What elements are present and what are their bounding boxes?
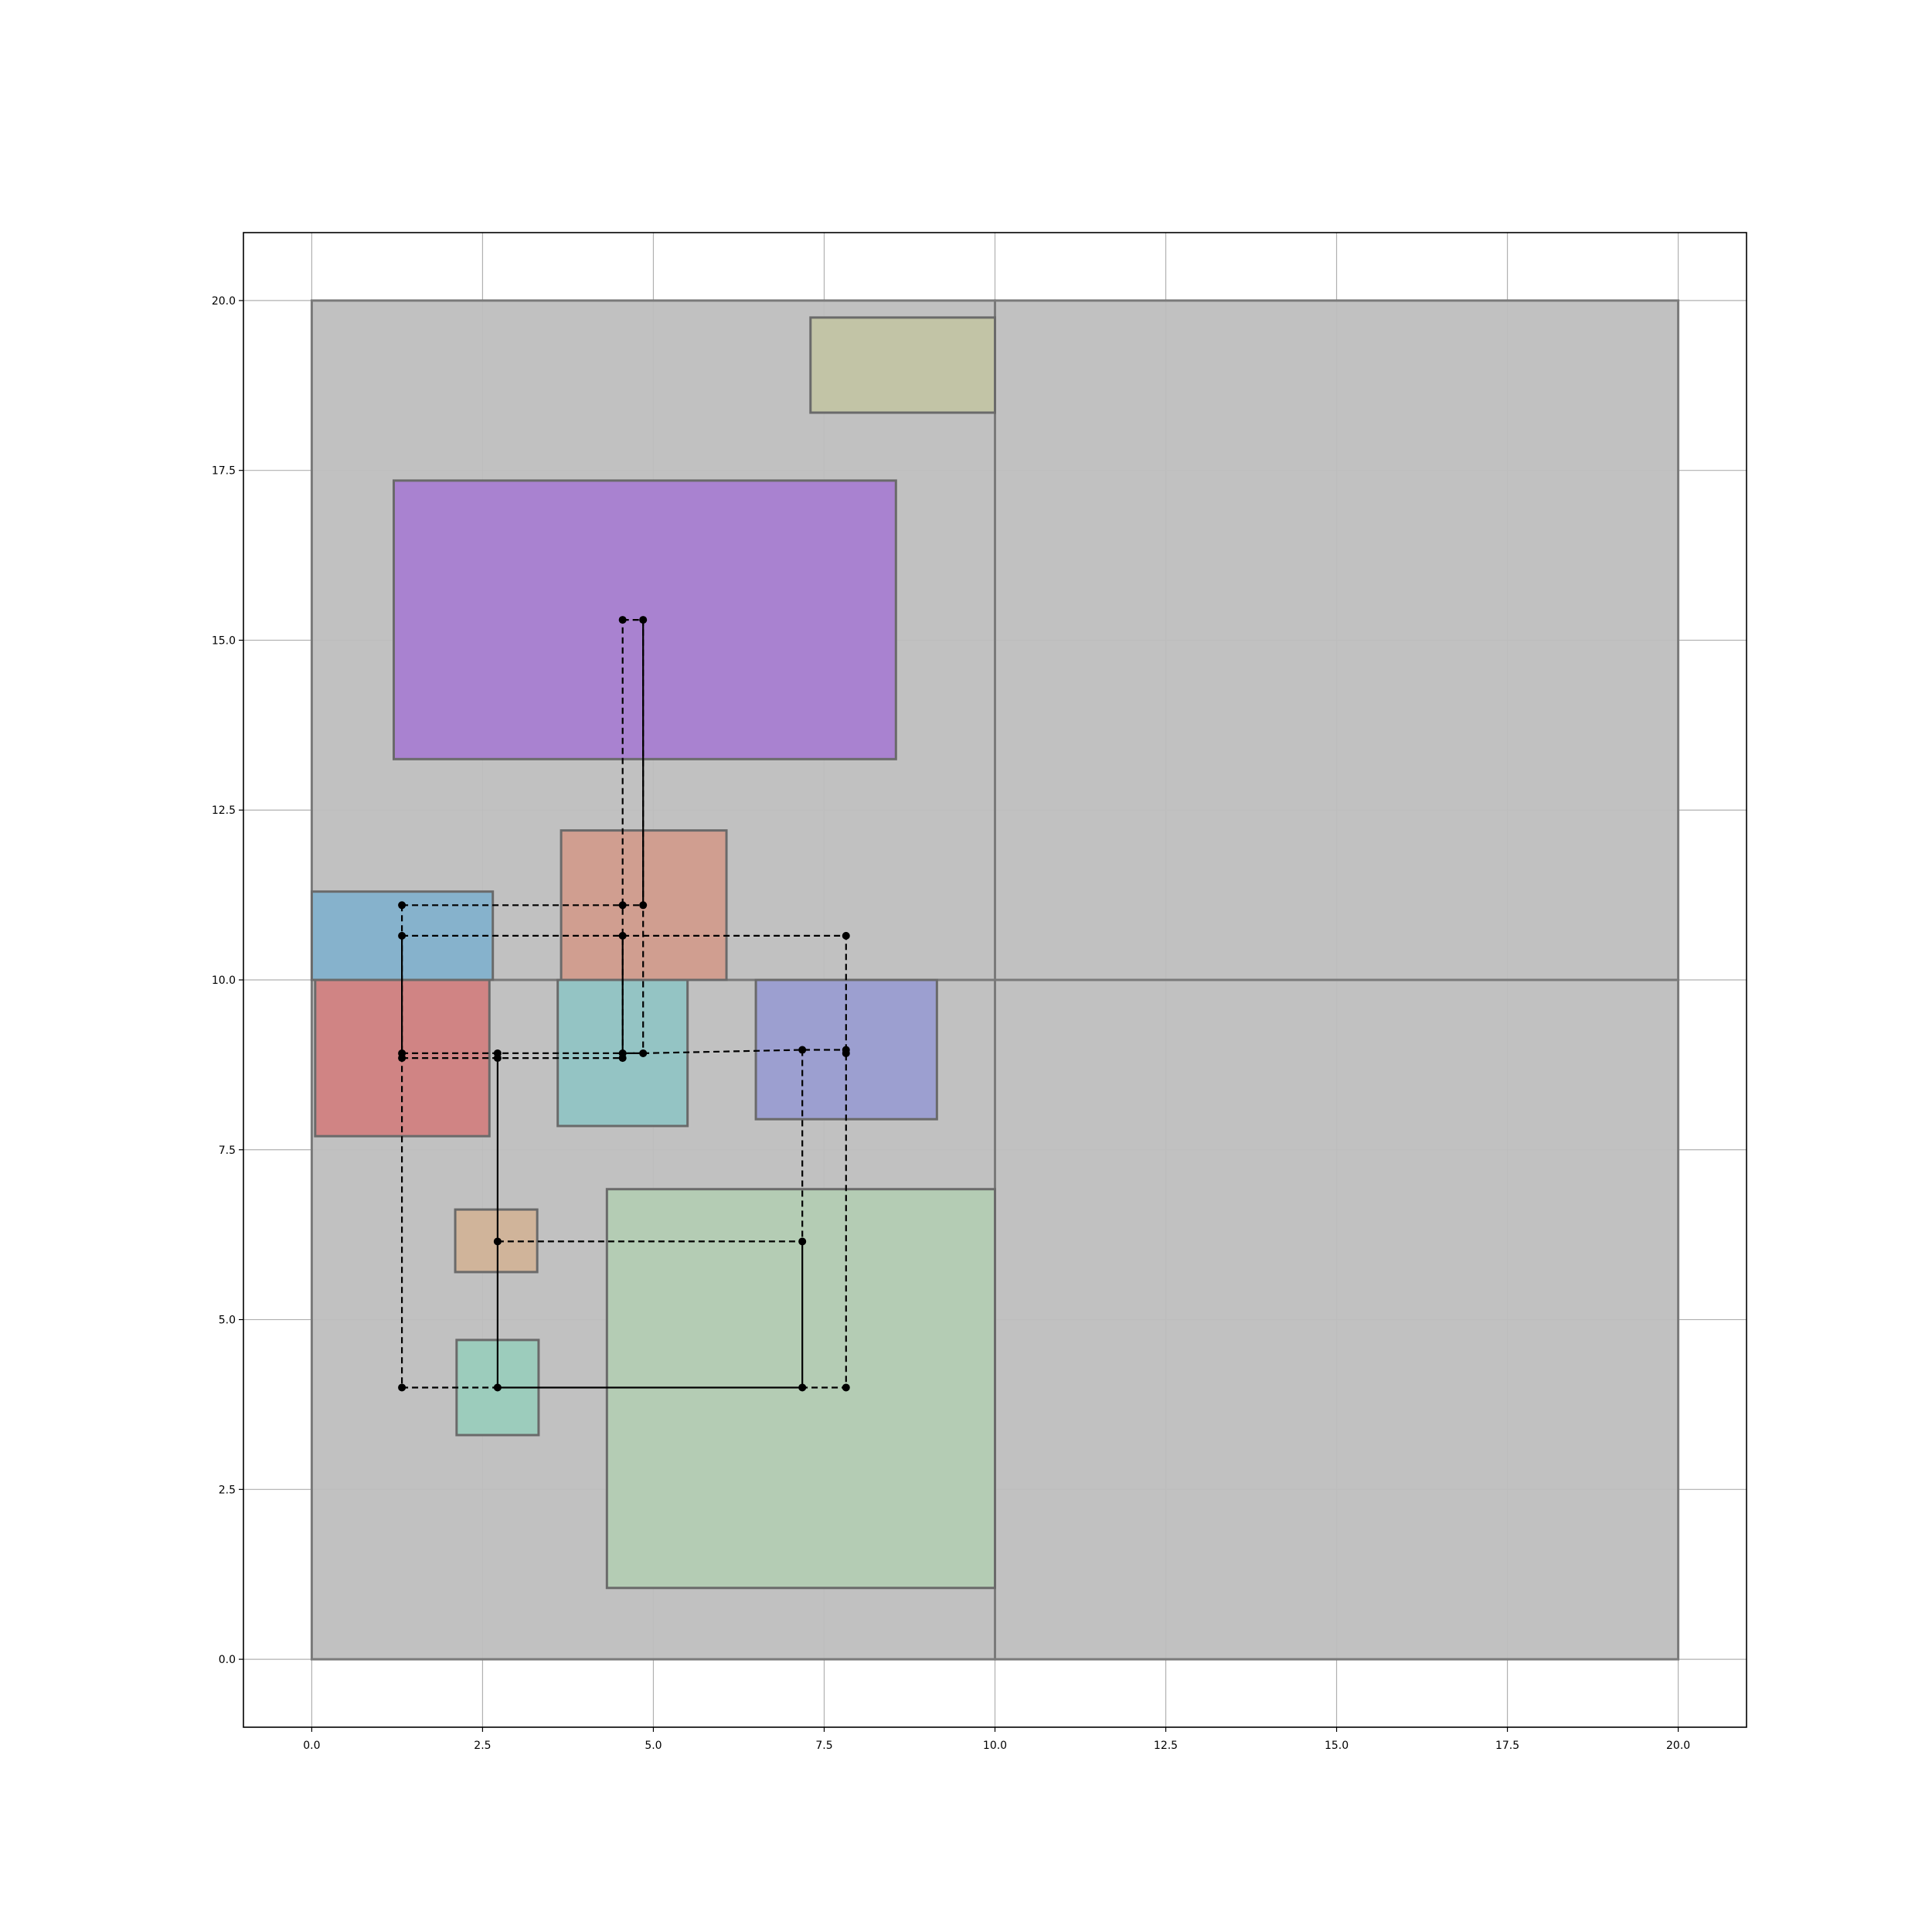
x-axis: 0.0 2.5 5.0 7.5 10.0 12.5 15.0 17.5 20.0: [303, 1727, 1690, 1752]
x-tick-label: 10.0: [983, 1740, 1007, 1752]
net-point: [493, 1237, 502, 1246]
net-point: [618, 931, 627, 940]
net-point: [842, 1049, 850, 1057]
x-tick-label: 5.0: [645, 1740, 662, 1752]
region-rect: [994, 978, 1680, 1661]
block-rect: [393, 479, 897, 760]
net-point: [398, 931, 406, 940]
x-tick-label: 2.5: [474, 1740, 491, 1752]
net-point: [398, 1383, 406, 1392]
net-dashed-line: [621, 618, 645, 1055]
x-tick-label: 17.5: [1495, 1740, 1519, 1752]
net-point: [618, 901, 627, 910]
net-point: [798, 1237, 807, 1246]
y-tick-label: 10.0: [212, 975, 236, 987]
net-point: [618, 616, 627, 624]
net-point: [398, 1054, 406, 1063]
y-tick-label: 7.5: [219, 1145, 236, 1157]
net-point: [842, 1383, 850, 1392]
y-tick-label: 5.0: [219, 1315, 236, 1327]
net-point: [493, 1383, 502, 1392]
region-rect: [994, 299, 1680, 981]
y-tick-label: 2.5: [219, 1484, 236, 1496]
net-point: [618, 1054, 627, 1063]
net-dashed-line: [402, 934, 847, 1389]
net-points: [398, 616, 850, 1392]
net-dashed-line: [402, 1049, 846, 1055]
net-point: [798, 1383, 807, 1392]
y-axis: 0.0 2.5 5.0 7.5 10.0 12.5 15.0 17.5 20.0: [212, 295, 243, 1666]
net-point: [639, 616, 648, 624]
net-point: [639, 1049, 648, 1057]
x-tick-label: 15.0: [1325, 1740, 1349, 1752]
net-point: [639, 901, 648, 910]
y-tick-label: 20.0: [212, 295, 236, 308]
net-point: [398, 901, 406, 910]
y-tick-label: 12.5: [212, 804, 236, 817]
x-tick-label: 12.5: [1154, 1740, 1178, 1752]
x-tick-label: 7.5: [815, 1740, 832, 1752]
net-point: [842, 931, 850, 940]
x-tick-label: 20.0: [1666, 1740, 1690, 1752]
net-point: [798, 1046, 807, 1054]
net-point: [493, 1054, 502, 1063]
y-tick-label: 0.0: [219, 1654, 236, 1666]
y-tick-label: 17.5: [212, 465, 236, 478]
y-tick-label: 15.0: [212, 634, 236, 647]
x-tick-label: 0.0: [303, 1740, 320, 1752]
block-rect: [809, 316, 996, 414]
